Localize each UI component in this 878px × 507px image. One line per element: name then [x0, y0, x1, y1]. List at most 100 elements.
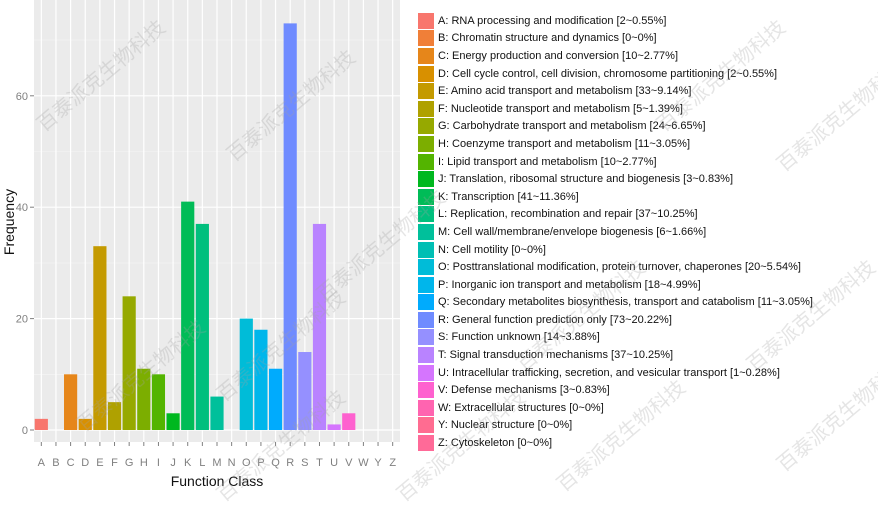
- x-tick-label-J: J: [170, 457, 176, 469]
- bar-Q: [268, 368, 283, 430]
- legend-item-M: M: Cell wall/membrane/envelope biogenesi…: [418, 223, 874, 241]
- legend-item-B: B: Chromatin structure and dynamics [0~0…: [418, 30, 874, 48]
- bar-U: [327, 424, 341, 430]
- bar-G: [122, 296, 136, 430]
- legend-swatch: [418, 399, 434, 416]
- x-tick-label-P: P: [257, 457, 264, 469]
- legend-swatch: [418, 435, 434, 452]
- legend-label: J: Translation, ribosomal structure and …: [438, 173, 734, 186]
- legend-label: G: Carbohydrate transport and metabolism…: [438, 120, 706, 133]
- x-tick-label-W: W: [358, 457, 369, 469]
- legend-label: B: Chromatin structure and dynamics [0~0…: [438, 32, 657, 45]
- bar-S: [298, 352, 312, 430]
- legend-item-F: F: Nucleotide transport and metabolism […: [418, 100, 874, 118]
- legend-swatch: [418, 30, 434, 47]
- x-tick-label-K: K: [184, 457, 192, 469]
- legend-swatch: [418, 364, 434, 381]
- legend-label: N: Cell motility [0~0%]: [438, 243, 546, 256]
- y-axis-label: Frequency: [1, 189, 17, 255]
- x-tick-label-I: I: [157, 457, 160, 469]
- x-tick-label-C: C: [67, 457, 75, 469]
- legend-label: Z: Cytoskeleton [0~0%]: [438, 437, 553, 450]
- legend-label: P: Inorganic ion transport and metabolis…: [438, 278, 701, 291]
- x-tick-label-N: N: [228, 457, 236, 469]
- legend-swatch: [418, 259, 434, 276]
- bar-V: [342, 413, 356, 430]
- legend-item-Y: Y: Nuclear structure [0~0%]: [418, 417, 874, 435]
- legend-item-Q: Q: Secondary metabolites biosynthesis, t…: [418, 294, 874, 312]
- legend-item-Z: Z: Cytoskeleton [0~0%]: [418, 434, 874, 452]
- legend-label: K: Transcription [41~11.36%]: [438, 190, 579, 203]
- bar-L: [195, 223, 209, 430]
- legend-item-E: E: Amino acid transport and metabolism […: [418, 82, 874, 100]
- legend-swatch: [418, 347, 434, 364]
- x-tick-label-E: E: [96, 457, 103, 469]
- x-tick-label-Y: Y: [374, 457, 382, 469]
- x-tick-label-A: A: [38, 457, 46, 469]
- legend-item-V: V: Defense mechanisms [3~0.83%]: [418, 381, 874, 399]
- legend-swatch: [418, 65, 434, 82]
- legend-item-S: S: Function unknown [14~3.88%]: [418, 329, 874, 347]
- bar-E: [93, 246, 107, 430]
- bar-O: [239, 318, 253, 430]
- y-tick-label: 0: [22, 425, 28, 437]
- legend-swatch: [418, 83, 434, 100]
- legend-swatch: [418, 382, 434, 399]
- bar-K: [181, 201, 195, 430]
- x-tick-label-D: D: [81, 457, 89, 469]
- legend-item-G: G: Carbohydrate transport and metabolism…: [418, 118, 874, 136]
- legend-label: M: Cell wall/membrane/envelope biogenesi…: [438, 225, 707, 238]
- legend-label: S: Function unknown [14~3.88%]: [438, 331, 600, 344]
- legend-label: Q: Secondary metabolites biosynthesis, t…: [438, 296, 813, 309]
- x-axis-label: Function Class: [171, 473, 264, 489]
- legend-label: O: Posttranslational modification, prote…: [438, 261, 801, 274]
- legend-swatch: [418, 241, 434, 258]
- y-tick-label: 40: [16, 202, 28, 214]
- legend-label: E: Amino acid transport and metabolism […: [438, 85, 692, 98]
- legend-item-H: H: Coenzyme transport and metabolism [11…: [418, 135, 874, 153]
- bar-H: [137, 368, 151, 430]
- y-tick-label: 20: [16, 314, 28, 326]
- legend-swatch: [418, 188, 434, 205]
- legend-item-D: D: Cell cycle control, cell division, ch…: [418, 65, 874, 83]
- bar-P: [254, 329, 268, 430]
- legend-label: A: RNA processing and modification [2~0.…: [438, 14, 667, 27]
- x-tick-label-T: T: [316, 457, 323, 469]
- bar-R: [283, 23, 297, 430]
- bar-J: [166, 413, 180, 430]
- legend-label: R: General function prediction only [73~…: [438, 313, 672, 326]
- bar-D: [78, 418, 92, 430]
- legend-label: D: Cell cycle control, cell division, ch…: [438, 67, 778, 80]
- x-tick-label-B: B: [52, 457, 59, 469]
- legend-item-U: U: Intracellular trafficking, secretion,…: [418, 364, 874, 382]
- legend-item-I: I: Lipid transport and metabolism [10~2.…: [418, 153, 874, 171]
- bar-I: [151, 374, 166, 430]
- bar-F: [107, 402, 122, 430]
- legend-item-W: W: Extracellular structures [0~0%]: [418, 399, 874, 417]
- legend-item-K: K: Transcription [41~11.36%]: [418, 188, 874, 206]
- legend-item-N: N: Cell motility [0~0%]: [418, 241, 874, 259]
- y-tick-label: 60: [16, 91, 28, 103]
- bar-M: [210, 396, 224, 430]
- legend-label: L: Replication, recombination and repair…: [438, 208, 698, 221]
- legend-label: C: Energy production and conversion [10~…: [438, 49, 679, 62]
- legend-label: V: Defense mechanisms [3~0.83%]: [438, 384, 610, 397]
- legend-swatch: [418, 118, 434, 135]
- legend-swatch: [418, 294, 434, 311]
- bar-C: [64, 374, 78, 430]
- legend: A: RNA processing and modification [2~0.…: [418, 12, 874, 452]
- y-axis: 0 20 40 60: [16, 91, 34, 437]
- legend-item-P: P: Inorganic ion transport and metabolis…: [418, 276, 874, 294]
- legend-label: H: Coenzyme transport and metabolism [11…: [438, 137, 691, 150]
- legend-item-O: O: Posttranslational modification, prote…: [418, 258, 874, 276]
- legend-item-T: T: Signal transduction mechanisms [37~10…: [418, 346, 874, 364]
- legend-item-C: C: Energy production and conversion [10~…: [418, 47, 874, 65]
- legend-swatch: [418, 311, 434, 328]
- x-tick-label-L: L: [199, 457, 205, 469]
- legend-item-A: A: RNA processing and modification [2~0.…: [418, 12, 874, 30]
- legend-label: F: Nucleotide transport and metabolism […: [438, 102, 683, 115]
- bars: [34, 23, 356, 430]
- legend-label: W: Extracellular structures [0~0%]: [438, 401, 604, 414]
